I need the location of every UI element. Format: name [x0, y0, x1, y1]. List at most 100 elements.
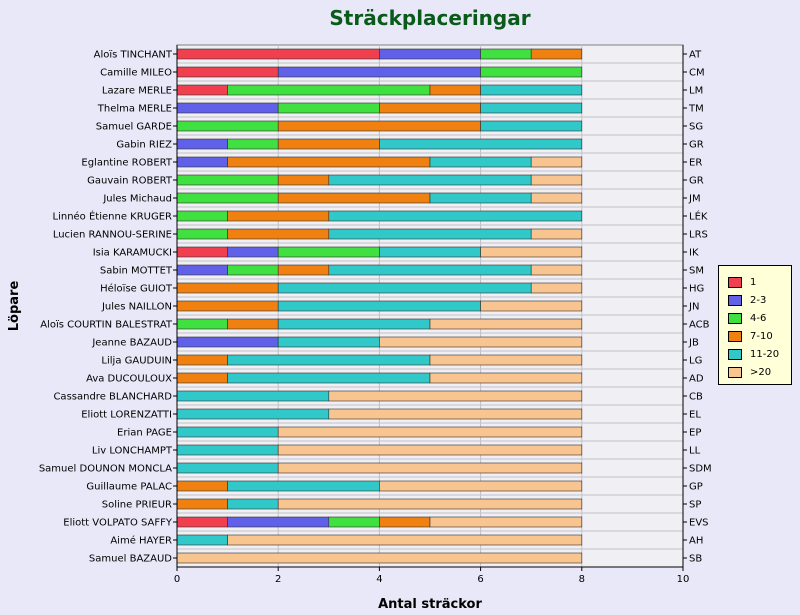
y-right-label: JM	[688, 194, 701, 205]
bar-segment-23-row-5	[176, 138, 228, 150]
bar-segment-1120-row-25	[227, 498, 279, 510]
bar-segment-20-row-17	[429, 354, 583, 366]
x-tick-label: 8	[579, 574, 585, 585]
bar-segment-1-row-11	[176, 246, 228, 258]
bar-segment-1120-row-15	[277, 318, 431, 330]
y-tick-label: Lucien RANNOU-SERINE	[53, 230, 172, 241]
x-tick-label: 0	[174, 574, 180, 585]
bar-segment-1120-row-4	[480, 120, 583, 132]
y-right-label: GR	[689, 140, 704, 151]
y-axis-title: Löpare	[7, 281, 22, 332]
bar-segment-20-row-14	[480, 300, 583, 312]
y-right-label: HG	[689, 284, 704, 295]
y-tick-label: Sabin MOTTET	[100, 266, 173, 277]
y-right-label: AH	[689, 536, 703, 547]
y-tick-label: Erian PAGE	[117, 428, 172, 439]
bar-segment-46-row-10	[176, 228, 228, 240]
bar-segment-1120-row-7	[328, 174, 532, 186]
bar-segment-46-row-11	[277, 246, 380, 258]
legend-label: 1	[750, 276, 757, 288]
y-tick-label: Samuel GARDE	[96, 122, 172, 133]
bar-segment-1120-row-11	[379, 246, 481, 258]
bar-segment-710-row-10	[227, 228, 330, 240]
y-right-label: GP	[689, 482, 703, 493]
bar-segment-1120-row-22	[176, 444, 279, 456]
bar-segment-46-row-8	[176, 192, 279, 204]
y-tick-label: Gabin RIEZ	[116, 140, 172, 151]
y-right-label: TM	[688, 104, 704, 115]
bar-segment-1120-row-23	[176, 462, 279, 474]
y-right-label: SDM	[689, 464, 712, 475]
bar-segment-710-row-12	[277, 264, 330, 276]
chart-legend: 1 2-3 4-6 7-10 11-20 >20	[718, 265, 792, 385]
bar-segment-710-row-9	[227, 210, 330, 222]
y-tick-label: Jules NAILLON	[101, 302, 172, 313]
y-right-label: GR	[689, 176, 704, 187]
bar-segment-46-row-2	[227, 84, 431, 96]
legend-label: 2-3	[750, 294, 767, 306]
y-right-label: ACB	[689, 320, 710, 331]
y-tick-label: Camille MILEO	[100, 68, 172, 79]
y-right-label: SM	[689, 266, 704, 277]
bar-segment-20-row-28	[176, 552, 583, 564]
x-tick-label: 2	[275, 574, 281, 585]
bar-segment-20-row-18	[429, 372, 583, 384]
y-tick-label: Eliott LORENZATTI	[81, 410, 172, 421]
y-right-label: JN	[688, 302, 699, 313]
y-tick-label: Cassandre BLANCHARD	[53, 392, 172, 403]
y-tick-label: Soline PRIEUR	[102, 500, 172, 511]
bar-segment-20-row-27	[227, 534, 583, 546]
bar-segment-1120-row-9	[328, 210, 583, 222]
legend-swatch	[728, 294, 742, 306]
bar-segment-20-row-13	[530, 282, 583, 294]
bar-segment-23-row-11	[227, 246, 279, 258]
y-right-label: LG	[689, 356, 702, 367]
y-tick-label: Guillaume PALAC	[86, 482, 172, 493]
bar-segment-710-row-6	[227, 156, 431, 168]
bar-segment-1-row-1	[176, 66, 279, 78]
x-tick-label: 6	[477, 574, 483, 585]
bar-segment-46-row-1	[480, 66, 583, 78]
y-tick-label: Thelma MERLE	[97, 104, 172, 115]
bar-segment-20-row-20	[328, 408, 583, 420]
legend-item: 1	[728, 275, 756, 289]
bar-segment-20-row-10	[530, 228, 583, 240]
bar-segment-1120-row-8	[429, 192, 532, 204]
bar-segment-1120-row-16	[277, 336, 380, 348]
y-right-label: EP	[689, 428, 701, 439]
bar-segment-1120-row-12	[328, 264, 532, 276]
y-right-label: SG	[689, 122, 703, 133]
bar-segment-1-row-2	[176, 84, 228, 96]
y-tick-label: Samuel DOUNON MONCLA	[39, 464, 172, 475]
y-tick-label: Liv LONCHAMPT	[92, 446, 173, 457]
y-tick-label: Gauvain ROBERT	[87, 176, 173, 187]
bar-segment-710-row-0	[530, 48, 583, 60]
bar-segment-46-row-4	[176, 120, 279, 132]
y-right-label: SP	[689, 500, 701, 511]
bar-segment-1120-row-20	[176, 408, 330, 420]
y-right-label: CM	[689, 68, 705, 79]
x-axis-title: Antal sträckor	[378, 597, 482, 612]
y-right-label: LRS	[689, 230, 708, 241]
legend-label: 11-20	[750, 348, 780, 360]
bar-segment-1120-row-17	[227, 354, 431, 366]
legend-swatch	[728, 330, 742, 342]
bar-segment-710-row-26	[379, 516, 431, 528]
bar-segment-23-row-26	[227, 516, 330, 528]
y-tick-label: Aloïs TINCHANT	[94, 50, 173, 61]
bar-segment-23-row-0	[379, 48, 481, 60]
bar-segment-1120-row-5	[379, 138, 583, 150]
legend-item: 7-10	[728, 329, 773, 343]
bar-segment-20-row-8	[530, 192, 583, 204]
legend-item: 4-6	[728, 311, 766, 325]
x-tick-label: 10	[677, 574, 690, 585]
bar-segment-20-row-7	[530, 174, 583, 186]
bar-segment-20-row-25	[277, 498, 583, 510]
bar-segment-23-row-12	[176, 264, 228, 276]
y-right-label: LL	[689, 446, 701, 457]
bar-segment-710-row-25	[176, 498, 228, 510]
bar-segment-1-row-0	[176, 48, 380, 60]
bar-segment-710-row-17	[176, 354, 228, 366]
bar-segment-46-row-5	[227, 138, 279, 150]
y-right-label: AT	[689, 50, 702, 61]
